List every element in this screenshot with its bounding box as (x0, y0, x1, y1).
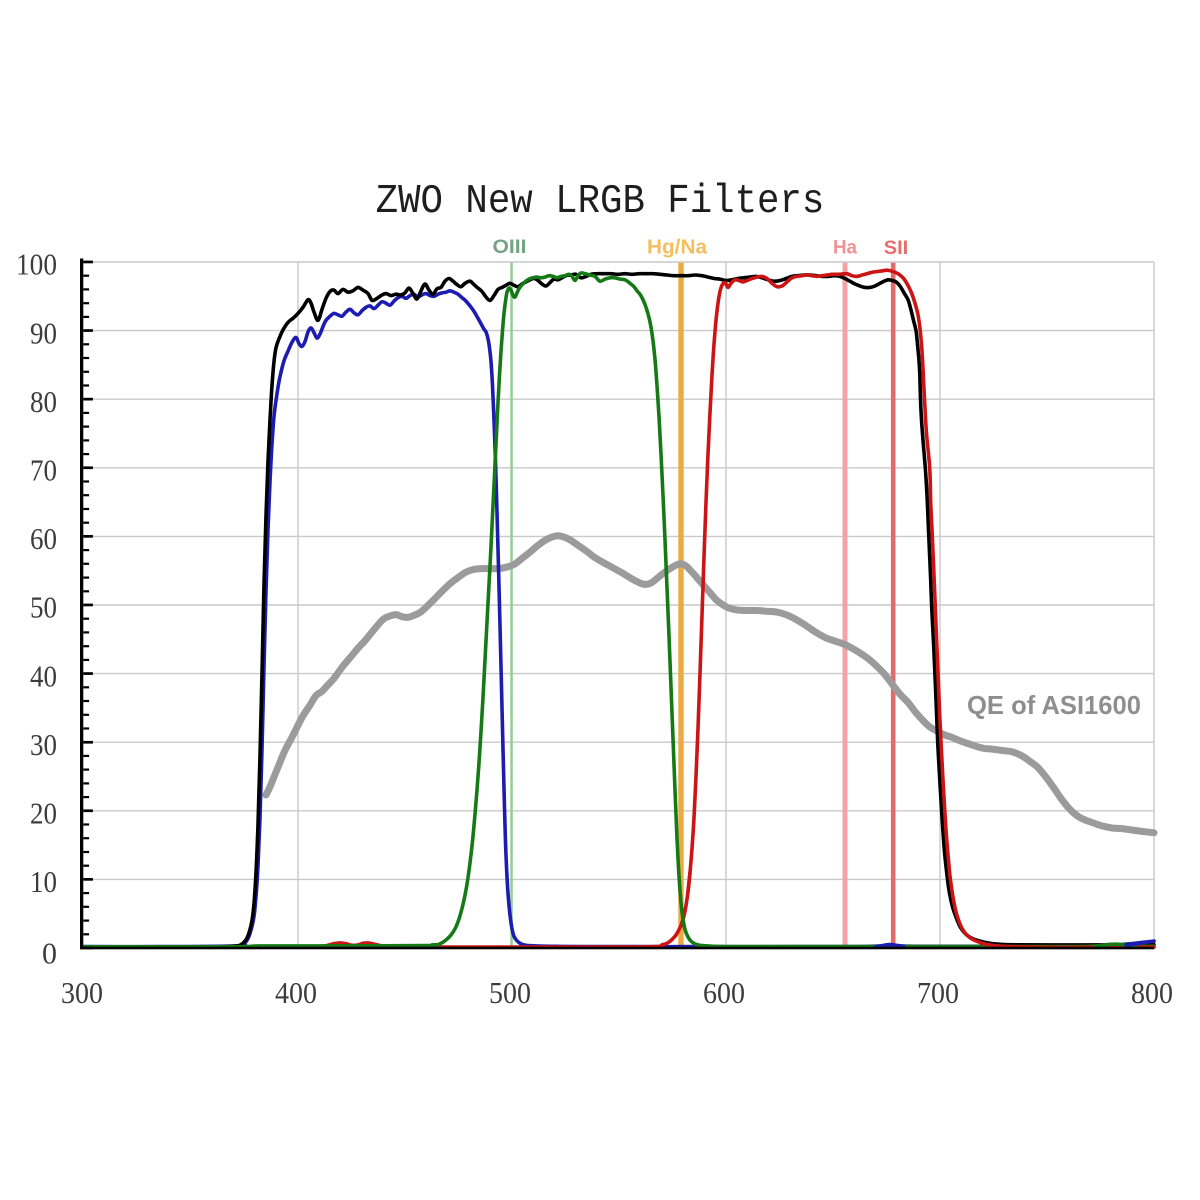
svg-text:SII: SII (884, 237, 909, 259)
svg-text:80: 80 (30, 385, 57, 419)
svg-text:600: 600 (703, 976, 745, 1010)
svg-text:90: 90 (30, 316, 57, 350)
svg-text:700: 700 (917, 976, 959, 1010)
svg-text:40: 40 (30, 659, 57, 693)
svg-text:300: 300 (61, 976, 103, 1010)
svg-text:OIII: OIII (493, 236, 527, 258)
svg-text:800: 800 (1131, 976, 1173, 1010)
svg-text:20: 20 (30, 797, 57, 831)
svg-text:100: 100 (16, 248, 57, 282)
svg-text:400: 400 (275, 976, 317, 1010)
svg-text:60: 60 (30, 522, 57, 556)
svg-text:QE of ASI1600: QE of ASI1600 (967, 690, 1141, 720)
svg-text:70: 70 (30, 454, 57, 488)
svg-text:500: 500 (489, 976, 531, 1010)
svg-text:30: 30 (30, 728, 57, 762)
svg-text:50: 50 (30, 591, 57, 625)
svg-text:ZWO New LRGB Filters: ZWO New LRGB Filters (376, 179, 825, 225)
svg-text:10: 10 (30, 865, 57, 899)
svg-text:Hg/Na: Hg/Na (647, 237, 708, 259)
svg-text:Ha: Ha (833, 238, 857, 259)
svg-text:0: 0 (42, 937, 57, 971)
